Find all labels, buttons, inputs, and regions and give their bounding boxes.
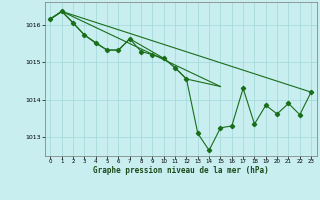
X-axis label: Graphe pression niveau de la mer (hPa): Graphe pression niveau de la mer (hPa) <box>93 166 269 175</box>
